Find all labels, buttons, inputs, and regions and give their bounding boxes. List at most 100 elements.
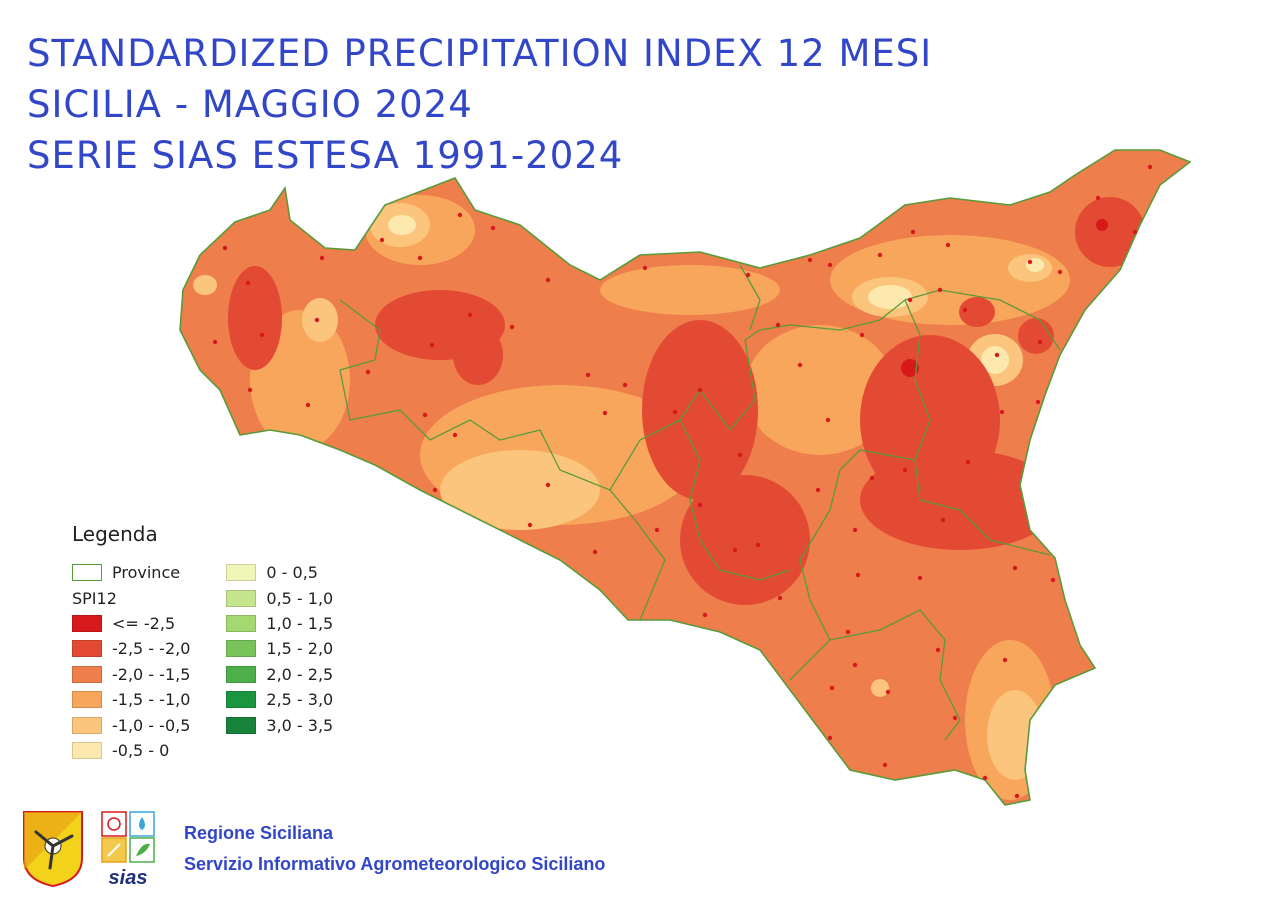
station-point bbox=[1099, 222, 1105, 228]
province-boundary bbox=[609, 324, 791, 491]
station-point bbox=[490, 225, 496, 231]
legend-label: -2,0 - -1,5 bbox=[112, 664, 191, 684]
station-point bbox=[452, 432, 458, 438]
station-point bbox=[797, 362, 803, 368]
station-point bbox=[527, 522, 533, 528]
station-point bbox=[1027, 259, 1033, 265]
station-point bbox=[1037, 339, 1043, 345]
station-point bbox=[509, 324, 515, 330]
title-line-1: STANDARDIZED PRECIPITATION INDEX 12 MESI bbox=[27, 32, 933, 75]
legend-item: 1,0 - 1,5 bbox=[226, 611, 333, 636]
legend-label: -1,5 - -1,0 bbox=[112, 690, 191, 710]
legend-label: <= -2,5 bbox=[112, 613, 176, 633]
station-point bbox=[755, 542, 761, 548]
legend-label: 2,0 - 2,5 bbox=[266, 664, 334, 684]
station-point bbox=[815, 487, 821, 493]
footer-service-name: Servizio Informativo Agrometeorologico S… bbox=[184, 854, 606, 874]
spi-zone bbox=[860, 450, 1060, 550]
station-points bbox=[212, 164, 1153, 799]
station-point bbox=[869, 475, 875, 481]
legend-swatch bbox=[226, 614, 257, 632]
sias-logo: sias bbox=[101, 811, 155, 888]
station-point bbox=[379, 237, 385, 243]
station-point bbox=[365, 369, 371, 375]
station-point bbox=[777, 595, 783, 601]
station-point bbox=[917, 575, 923, 581]
station-point bbox=[937, 287, 943, 293]
title-line-3: SERIE SIAS ESTESA 1991-2024 bbox=[27, 134, 624, 177]
station-point bbox=[902, 467, 908, 473]
legend-label: 0,5 - 1,0 bbox=[266, 588, 334, 608]
logos: sias bbox=[22, 810, 160, 888]
station-point bbox=[962, 307, 968, 313]
station-point bbox=[877, 252, 883, 258]
station-point bbox=[545, 482, 551, 488]
spi-zone bbox=[600, 265, 780, 315]
legend-swatch bbox=[226, 640, 257, 658]
province-swatch bbox=[72, 564, 102, 582]
station-point bbox=[845, 629, 851, 635]
station-point bbox=[882, 762, 888, 768]
spi-zone bbox=[868, 285, 912, 309]
station-point bbox=[697, 502, 703, 508]
station-point bbox=[602, 410, 608, 416]
legend-item: 0,5 - 1,0 bbox=[226, 585, 333, 610]
station-point bbox=[457, 212, 463, 218]
station-point bbox=[940, 517, 946, 523]
legend-swatch bbox=[226, 716, 257, 734]
station-point bbox=[429, 342, 435, 348]
spi-zone bbox=[388, 215, 416, 235]
legend-swatch bbox=[72, 614, 102, 632]
legend-swatch bbox=[226, 691, 257, 709]
station-point bbox=[247, 387, 253, 393]
station-point bbox=[994, 352, 1000, 358]
province-boundary bbox=[829, 609, 961, 741]
legend-item: -2,0 - -1,5 bbox=[72, 662, 190, 687]
legend-swatch bbox=[72, 741, 102, 759]
station-point bbox=[1057, 269, 1063, 275]
legend-label: 1,0 - 1,5 bbox=[266, 613, 334, 633]
station-point bbox=[319, 255, 325, 261]
station-point bbox=[885, 689, 891, 695]
station-point bbox=[222, 245, 228, 251]
station-point bbox=[1095, 195, 1101, 201]
legend-label: -2,5 - -2,0 bbox=[112, 639, 191, 659]
legend-swatch bbox=[72, 716, 102, 734]
legend-item: 0 - 0,5 bbox=[226, 560, 333, 585]
spi-zone bbox=[642, 320, 758, 500]
spi-zone bbox=[228, 266, 282, 370]
province-boundaries bbox=[339, 264, 1061, 741]
station-point bbox=[907, 365, 913, 371]
station-point bbox=[829, 685, 835, 691]
province-boundary bbox=[914, 459, 1051, 556]
station-point bbox=[827, 735, 833, 741]
station-point bbox=[1012, 565, 1018, 571]
station-point bbox=[859, 332, 865, 338]
station-point bbox=[702, 612, 708, 618]
legend-item: -0,5 - 0 bbox=[72, 738, 190, 763]
legend-item: -1,0 - -0,5 bbox=[72, 712, 190, 737]
station-point bbox=[945, 242, 951, 248]
station-point bbox=[1132, 229, 1138, 235]
spi-zone bbox=[981, 346, 1009, 374]
station-point bbox=[745, 272, 751, 278]
regione-siciliana-emblem bbox=[23, 811, 83, 888]
legend-title: Legenda bbox=[72, 522, 158, 546]
map-legend: Legenda Province SPI12 <= -2,5 -2,5 - -2… bbox=[72, 522, 333, 763]
province-boundary bbox=[904, 289, 1061, 351]
station-point bbox=[545, 277, 551, 283]
legend-label: 3,0 - 3,5 bbox=[266, 715, 334, 735]
station-point bbox=[1002, 657, 1008, 663]
spi-zone bbox=[302, 298, 338, 342]
legend-item: <= -2,5 bbox=[72, 611, 190, 636]
spi-zone bbox=[680, 475, 810, 605]
legend-label: -1,0 - -0,5 bbox=[112, 715, 191, 735]
station-point bbox=[825, 417, 831, 423]
station-point bbox=[807, 257, 813, 263]
legend-column-negative: Province SPI12 <= -2,5 -2,5 - -2,0 -2,0 … bbox=[72, 560, 190, 763]
station-point bbox=[855, 572, 861, 578]
spi-zone bbox=[440, 450, 600, 530]
province-boundary bbox=[339, 299, 666, 621]
legend-item: 3,0 - 3,5 bbox=[226, 712, 333, 737]
station-point bbox=[314, 317, 320, 323]
